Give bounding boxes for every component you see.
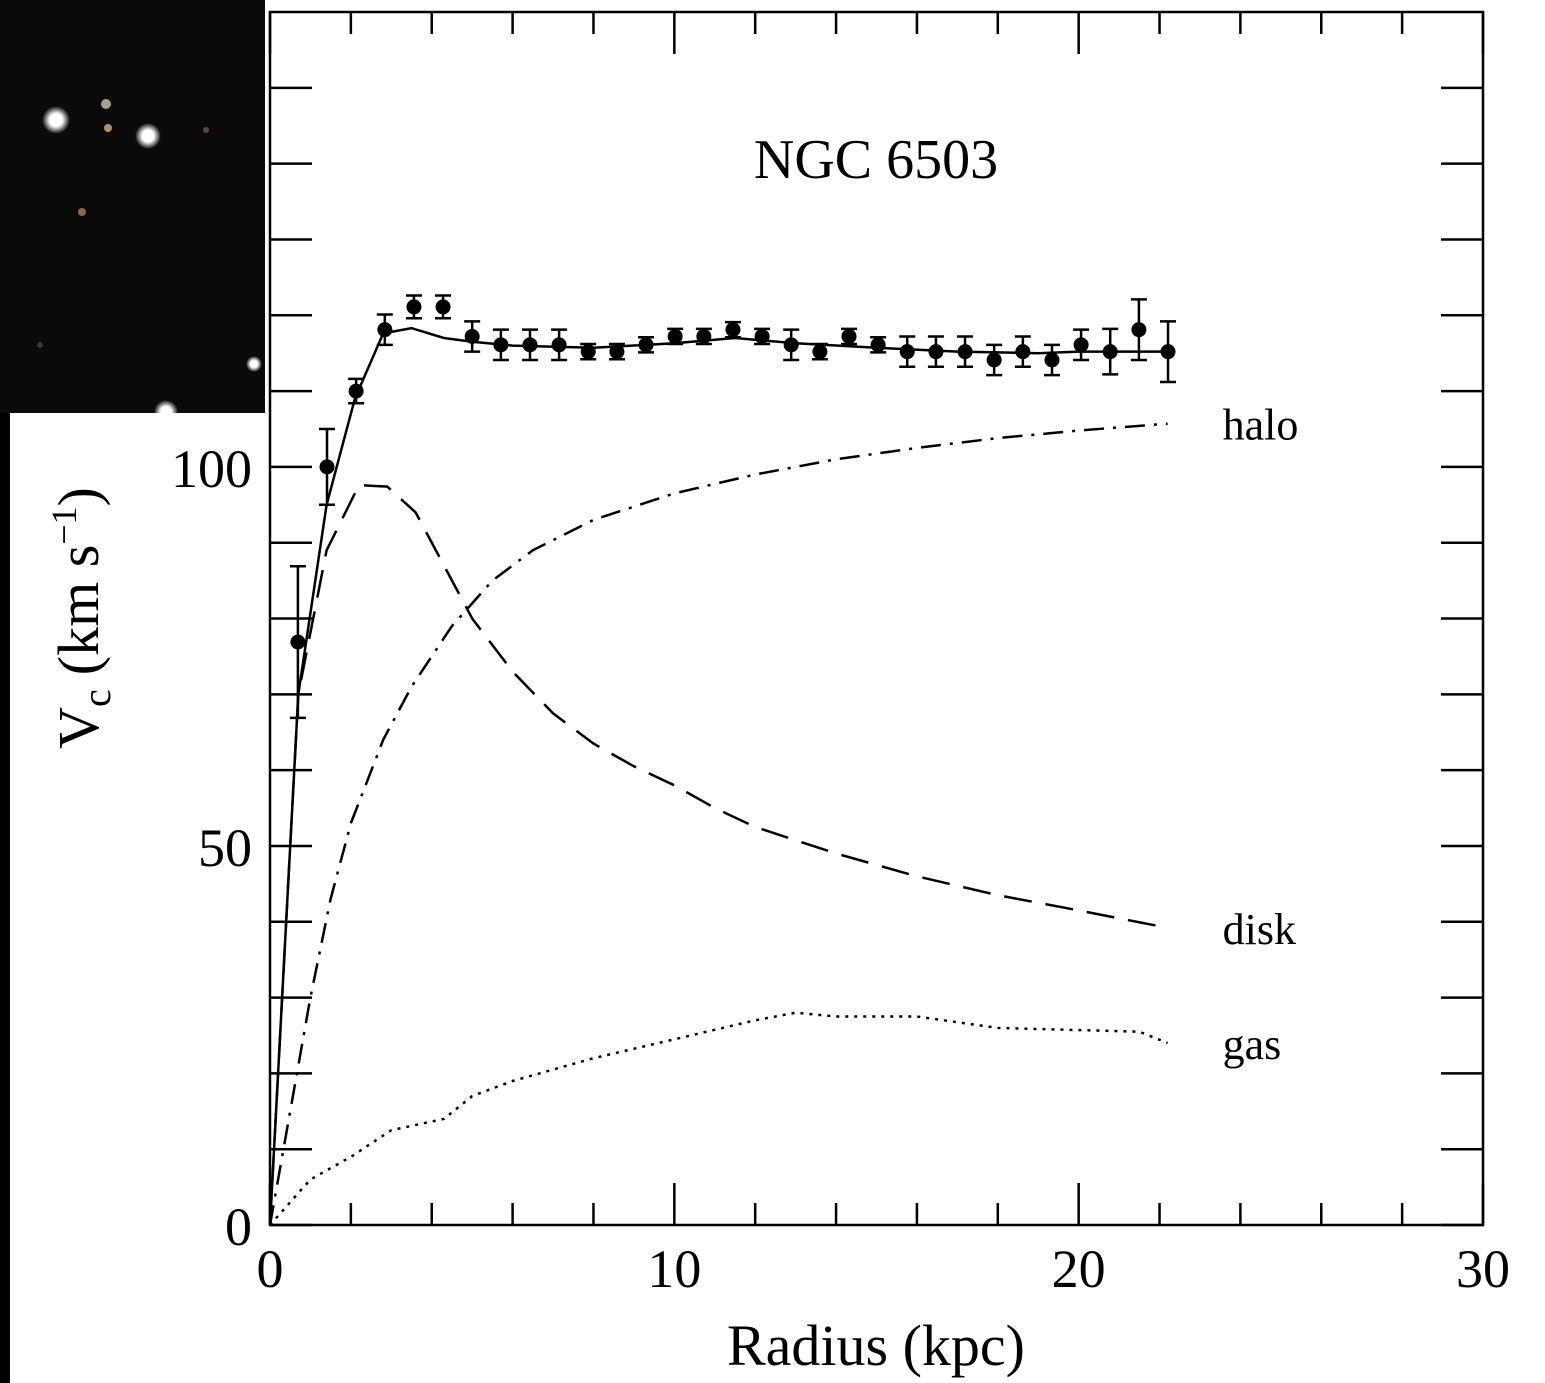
y-label-part: c — [74, 689, 119, 707]
y-label-part: (km s — [46, 545, 111, 676]
data-point — [406, 299, 421, 314]
data-point — [696, 329, 711, 344]
data-point — [1074, 337, 1089, 352]
x-tick-label: 0 — [257, 1239, 284, 1299]
y-label-part: ) — [46, 487, 111, 506]
y-axis-label: Vc (km s−1) — [44, 487, 119, 749]
data-point — [290, 635, 305, 650]
data-point — [320, 459, 335, 474]
model-curve — [270, 424, 1168, 1225]
x-tick-label: 30 — [1456, 1239, 1510, 1299]
data-point — [725, 322, 740, 337]
y-label-part: V — [46, 707, 111, 749]
data-point — [987, 352, 1002, 367]
data-point — [377, 322, 392, 337]
model-curve — [270, 328, 1168, 1225]
curve-label: halo — [1223, 401, 1299, 450]
data-point — [900, 344, 915, 359]
data-point — [1131, 322, 1146, 337]
page: {"chart_data": { "type": "line", "title"… — [0, 0, 1545, 1383]
data-point — [581, 344, 596, 359]
data-point — [1103, 344, 1118, 359]
y-tick-label: 50 — [198, 818, 252, 878]
data-point — [639, 337, 654, 352]
data-point — [493, 337, 508, 352]
data-point — [465, 329, 480, 344]
data-point — [522, 337, 537, 352]
data-point — [1161, 344, 1176, 359]
plot-frame — [270, 12, 1483, 1225]
data-point — [842, 329, 857, 344]
x-axis-label: Radius (kpc) — [727, 1313, 1025, 1378]
data-point — [668, 329, 683, 344]
data-point — [784, 337, 799, 352]
data-point — [552, 337, 567, 352]
galaxy-inset — [0, 0, 265, 1383]
curve-label: gas — [1223, 1020, 1282, 1069]
data-point — [928, 344, 943, 359]
y-tick-label: 100 — [171, 439, 252, 499]
data-point — [436, 299, 451, 314]
x-tick-label: 10 — [647, 1239, 701, 1299]
data-point — [958, 344, 973, 359]
x-tick-label: 20 — [1052, 1239, 1106, 1299]
chart: NGC 6503 Radius (kpc) Vc (km s−1) 0 10 20 30… — [0, 0, 1545, 1383]
data-point — [812, 344, 827, 359]
y-label-part: −1 — [44, 506, 84, 544]
data-point — [755, 329, 770, 344]
model-curve — [270, 1013, 1168, 1225]
data-point — [1015, 344, 1030, 359]
model-curve — [270, 485, 1168, 1225]
data-point — [1044, 352, 1059, 367]
chart-title: NGC 6503 — [754, 129, 998, 191]
data-point — [609, 344, 624, 359]
y-tick-label: 0 — [225, 1197, 252, 1257]
curve-label: disk — [1223, 905, 1296, 954]
data-point — [349, 384, 364, 399]
data-point — [871, 337, 886, 352]
